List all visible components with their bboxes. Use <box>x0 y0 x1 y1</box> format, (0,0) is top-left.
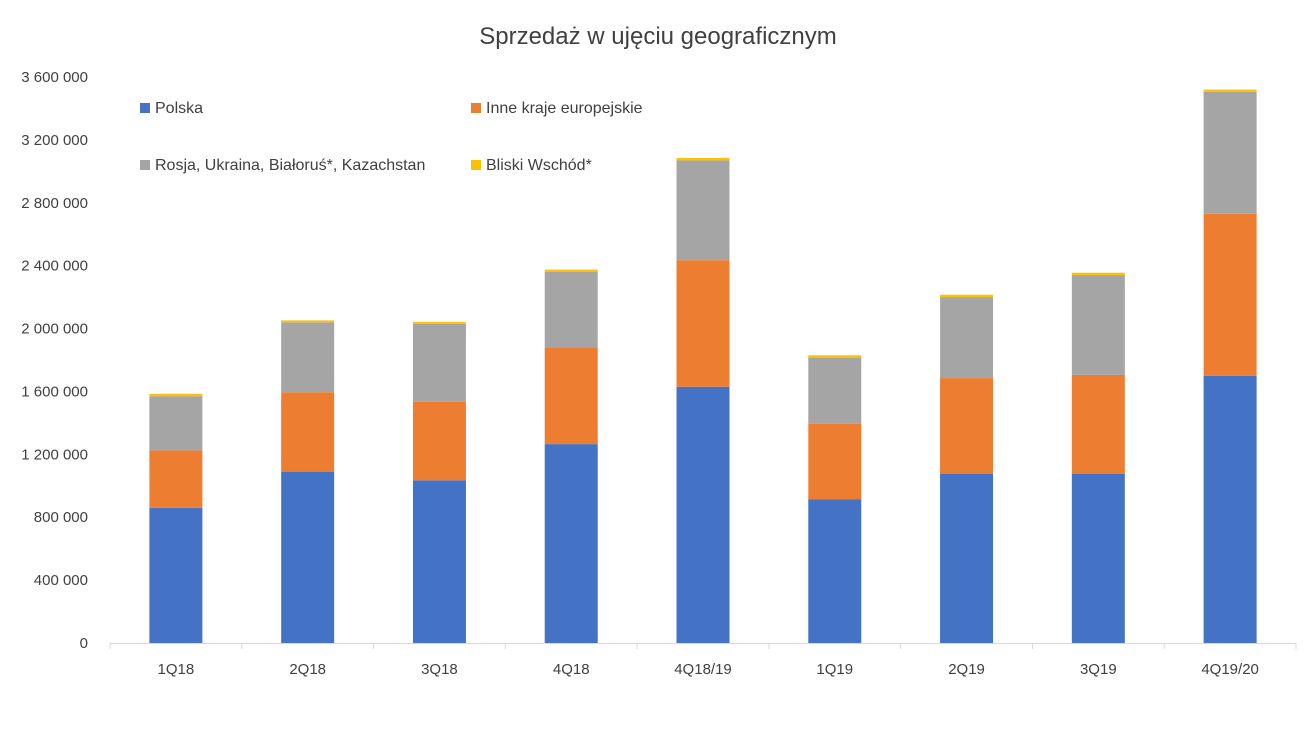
bar-segment <box>281 320 335 323</box>
x-tick-label: 2Q18 <box>289 661 326 678</box>
legend-swatch <box>471 103 481 113</box>
bar-segment <box>281 392 335 472</box>
bar-segment <box>412 480 466 643</box>
bar-segment <box>676 160 730 261</box>
y-tick-label: 400 000 <box>34 572 88 589</box>
chart-title: Sprzedaż w ujęciu geograficznym <box>479 23 837 50</box>
bar-segment <box>676 260 730 387</box>
y-tick-label: 800 000 <box>34 509 88 526</box>
bar-segment <box>1203 375 1257 643</box>
y-tick-label: 1 600 000 <box>21 383 88 400</box>
bar-segment <box>940 378 994 474</box>
x-tick-label: 4Q18 <box>553 661 590 678</box>
bar-segment <box>544 271 598 348</box>
y-tick-label: 2 000 000 <box>21 321 88 338</box>
bar-segment <box>544 347 598 445</box>
bar-segment <box>412 401 466 481</box>
y-tick-label: 2 800 000 <box>21 195 88 212</box>
bar-segment <box>1203 91 1257 214</box>
bar-segment <box>1071 374 1125 474</box>
bar-segment <box>149 393 203 397</box>
bar-segment <box>281 322 335 393</box>
bar-segment <box>940 297 994 379</box>
bar-segment <box>1071 272 1125 276</box>
x-tick-label: 4Q19/20 <box>1201 661 1259 678</box>
legend-label: Polska <box>155 100 203 117</box>
bar-segment <box>808 357 862 424</box>
legend-swatch <box>140 160 150 170</box>
x-tick-label: 3Q19 <box>1080 661 1117 678</box>
legend-label: Rosja, Ukraina, Białoruś*, Kazachstan <box>155 157 425 174</box>
legend: Polska Inne kraje europejskie Rosja, Ukrai… <box>140 100 643 174</box>
y-axis: 0 400 000 800 000 1 200 000 1 600 000 2 000 0… <box>21 69 88 652</box>
bar-segment <box>808 499 862 643</box>
y-tick-label: 3 600 000 <box>21 69 88 86</box>
y-tick-label: 3 200 000 <box>21 132 88 149</box>
x-tick-label: 3Q18 <box>421 661 458 678</box>
bar-segment <box>412 321 466 324</box>
bar-segment <box>1203 89 1257 92</box>
bar-segment <box>676 386 730 643</box>
bar-segment <box>808 355 862 358</box>
legend-label: Inne kraje europejskie <box>486 100 643 117</box>
bar-segment <box>149 507 203 643</box>
bar-segment <box>149 450 203 508</box>
y-tick-label: 0 <box>80 635 88 652</box>
x-tick-label: 1Q18 <box>158 661 195 678</box>
bar-segment <box>808 423 862 500</box>
legend-swatch <box>140 103 150 113</box>
bar-segment <box>281 471 335 643</box>
bar-segment <box>1071 275 1125 375</box>
bar-segment <box>412 323 466 402</box>
bar-segment <box>1071 473 1125 643</box>
bar-segment <box>1203 213 1257 376</box>
y-tick-label: 1 200 000 <box>21 446 88 463</box>
x-axis: 1Q18 2Q18 3Q18 4Q18 4Q18/19 1Q19 2Q19 3Q19 4Q19/… <box>109 643 1297 678</box>
y-tick-label: 2 400 000 <box>21 258 88 275</box>
legend-swatch <box>471 160 481 170</box>
x-tick-label: 1Q19 <box>816 661 853 678</box>
bar-segment <box>544 444 598 643</box>
bar-segment <box>544 269 598 272</box>
legend-label: Bliski Wschód* <box>486 157 592 174</box>
bar-segment <box>149 396 203 451</box>
x-tick-label: 4Q18/19 <box>674 661 732 678</box>
bar-segment <box>676 157 730 161</box>
bars-group <box>149 89 1257 643</box>
bar-segment <box>940 294 994 298</box>
x-tick-label: 2Q19 <box>948 661 985 678</box>
bar-segment <box>940 473 994 643</box>
